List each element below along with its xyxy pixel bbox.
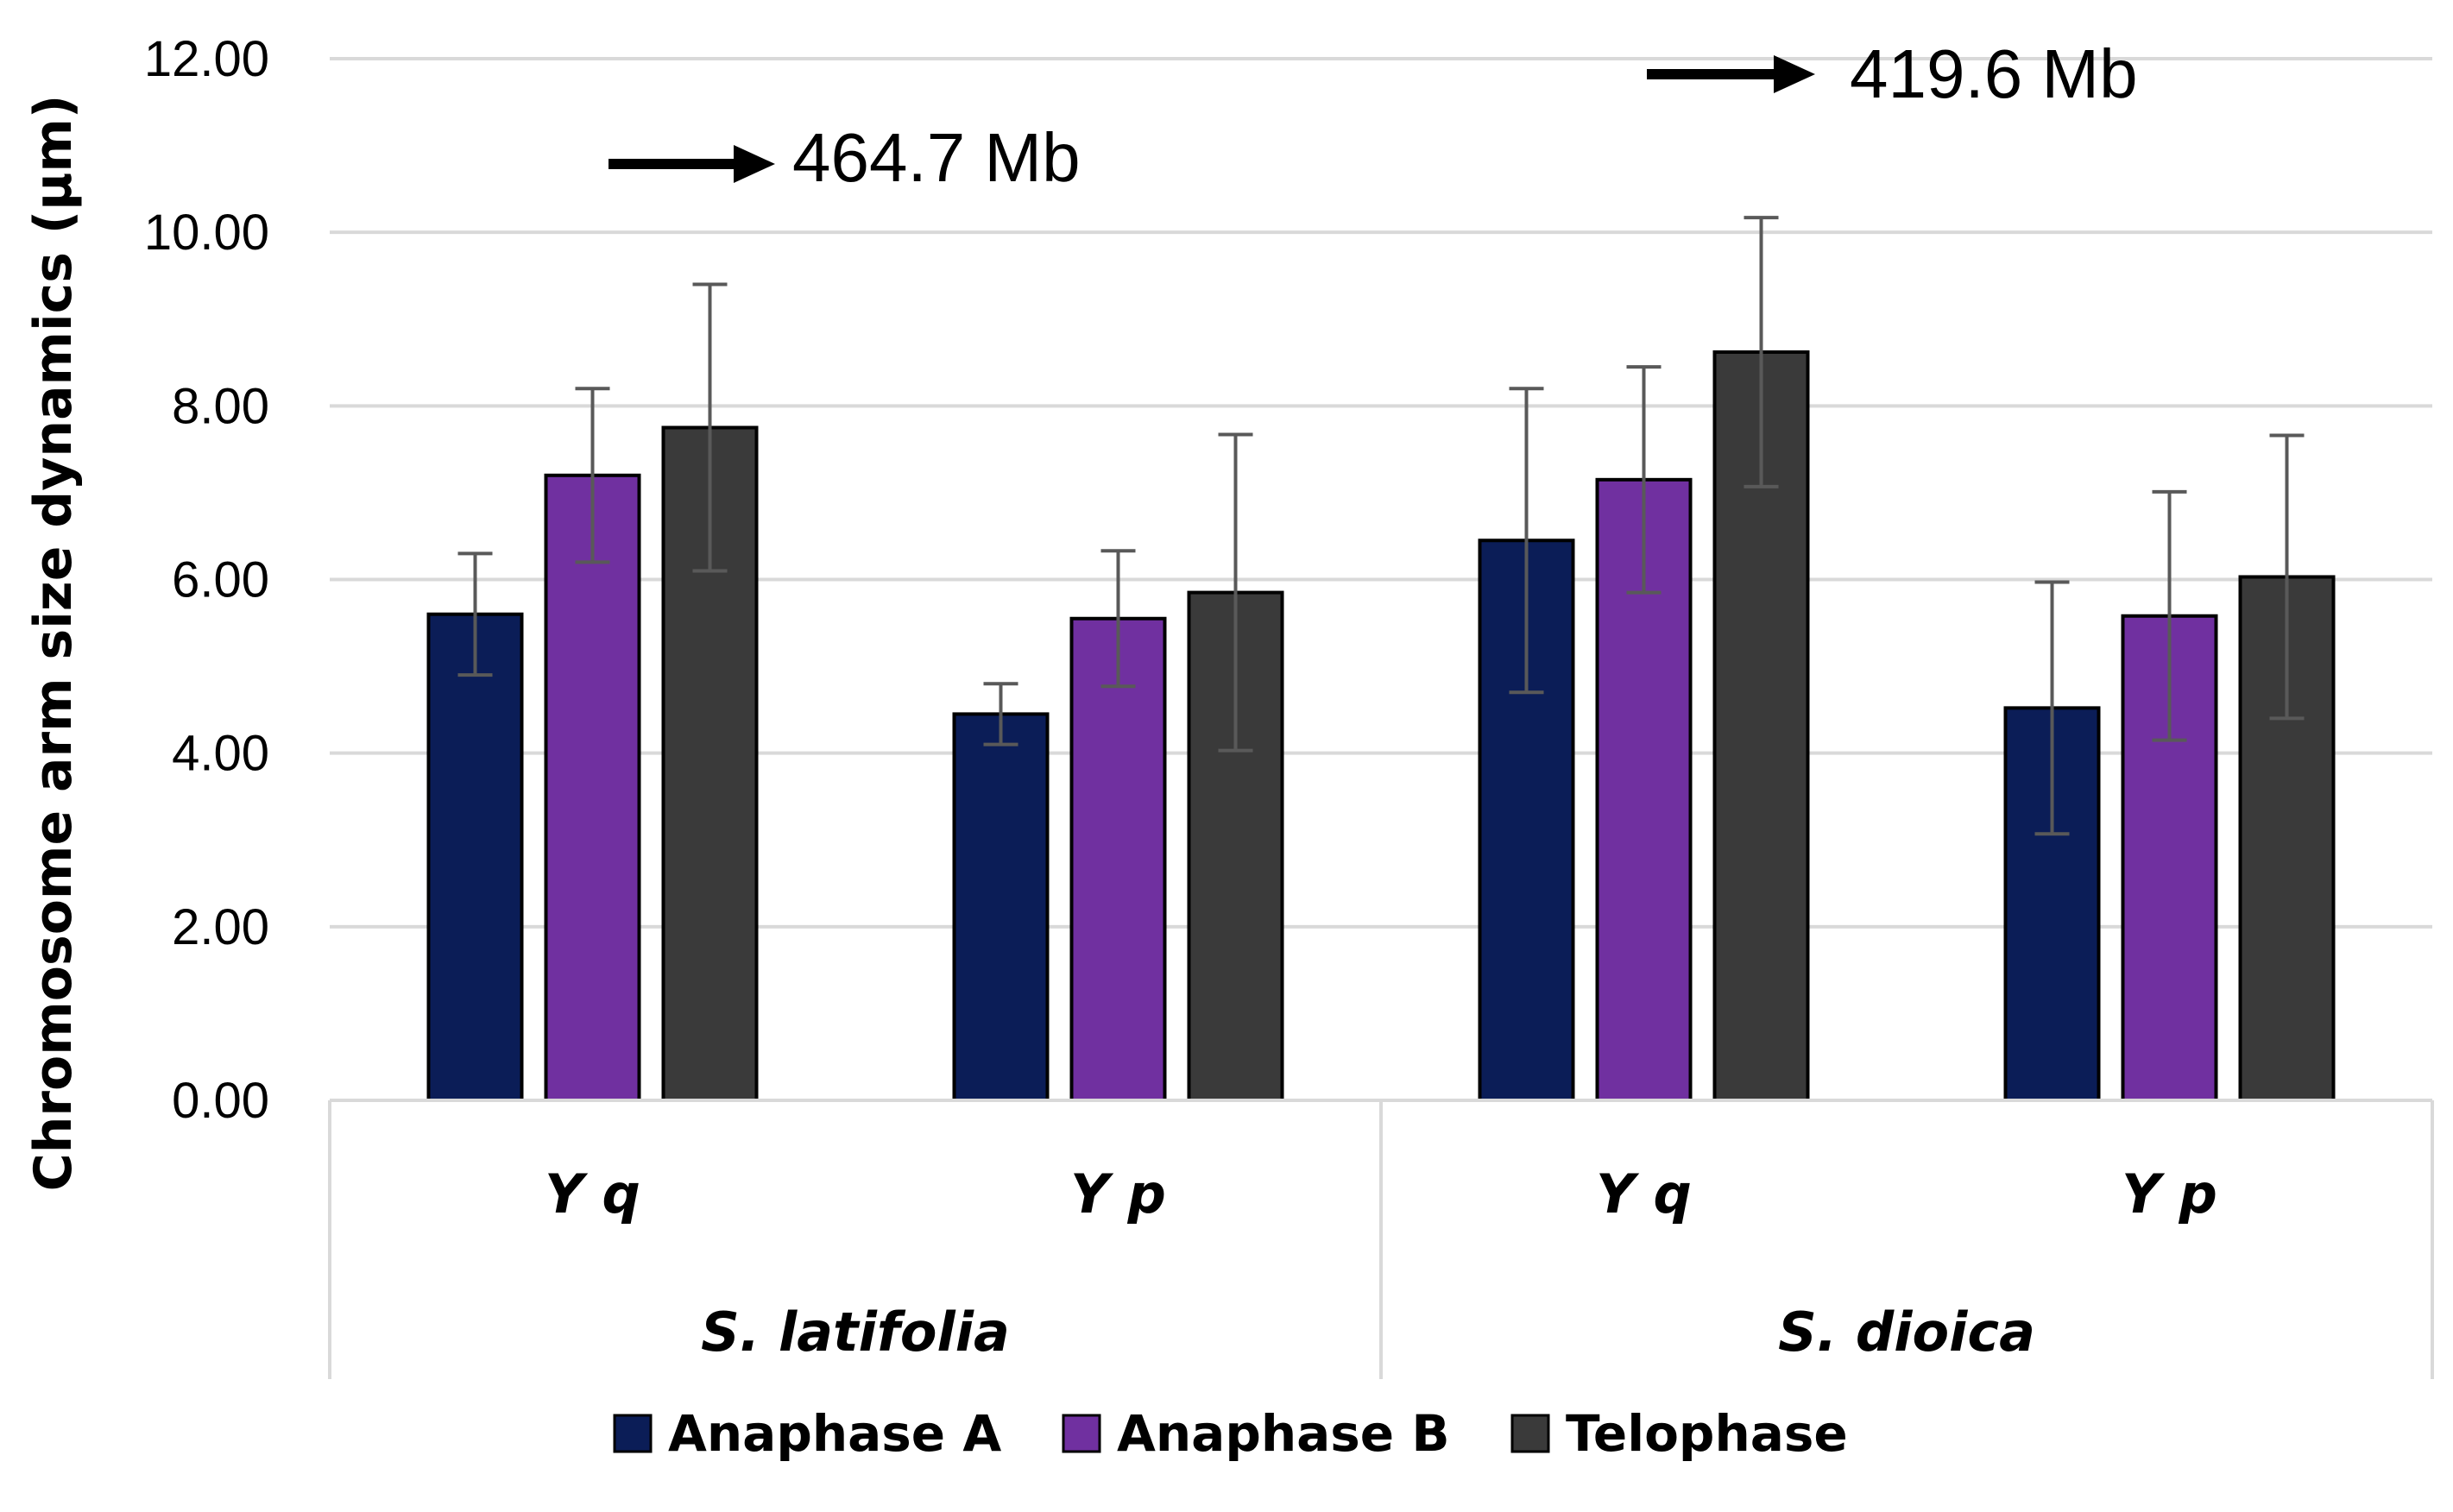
y-tick-label: 8.00 [172,378,269,434]
group-label: S. dioica [1778,1301,2035,1364]
error-bar [2152,489,2187,742]
y-axis-ticks: 0.00 2.00 4.00 6.00 8.00 10.00 12.00 [144,31,269,1129]
annotation-label: 464.7 Mb [792,119,1081,196]
gridlines [330,57,2432,1102]
error-bar [692,282,728,573]
legend-item: Anaphase B [1062,1404,1450,1463]
bar [544,473,641,1102]
error-bar [1744,216,1779,488]
category-label: Y p [2122,1162,2217,1225]
error-bar [2269,433,2305,721]
category-label: Y q [1596,1162,1692,1225]
legend-label: Telophase [1566,1404,1848,1463]
legend: Anaphase A Anaphase B Telophase [613,1404,1848,1463]
category-label: Y p [1070,1162,1166,1225]
error-bar [1626,365,1662,595]
arrow-head-icon [734,145,775,183]
legend-label: Anaphase B [1117,1404,1450,1463]
legend-label: Anaphase A [668,1404,1001,1463]
bars [426,350,2336,1102]
error-bars [457,216,2305,836]
y-tick-label: 2.00 [172,899,269,955]
error-bar [1509,387,1544,695]
legend-item: Anaphase A [613,1404,1001,1463]
error-bar [1100,549,1136,689]
y-tick-label: 0.00 [172,1073,269,1129]
y-tick-label: 6.00 [172,552,269,608]
bar [952,712,1050,1102]
legend-item: Telophase [1510,1404,1848,1463]
arrow-head-icon [1774,55,1815,93]
annotations: 464.7 Mb 419.6 Mb [609,35,2138,196]
group-label: S. latifolia [701,1301,1010,1364]
y-tick-label: 4.00 [172,726,269,782]
bar [2238,575,2336,1102]
legend-swatch [1062,1414,1101,1453]
annotation: 419.6 Mb [1647,35,2138,112]
error-bar [983,682,1018,747]
legend-swatch [1510,1414,1550,1453]
error-bar [1218,432,1253,753]
bar [426,612,524,1102]
error-bar [575,387,610,564]
error-bar [2034,580,2070,836]
bar [1069,616,1167,1102]
error-bar [457,551,493,677]
y-tick-label: 12.00 [144,31,269,87]
category-label: Y q [545,1162,640,1225]
annotation: 464.7 Mb [609,119,1081,196]
x-axis: Y q Y p Y q Y p S. latifolia S. dioica [328,1099,2434,1379]
y-axis-label: Chromosome arm size dynamics (µm) [23,95,84,1192]
legend-swatch [613,1414,653,1453]
bar [1712,350,1810,1102]
annotation-label: 419.6 Mb [1850,35,2138,112]
y-tick-label: 10.00 [144,205,269,261]
